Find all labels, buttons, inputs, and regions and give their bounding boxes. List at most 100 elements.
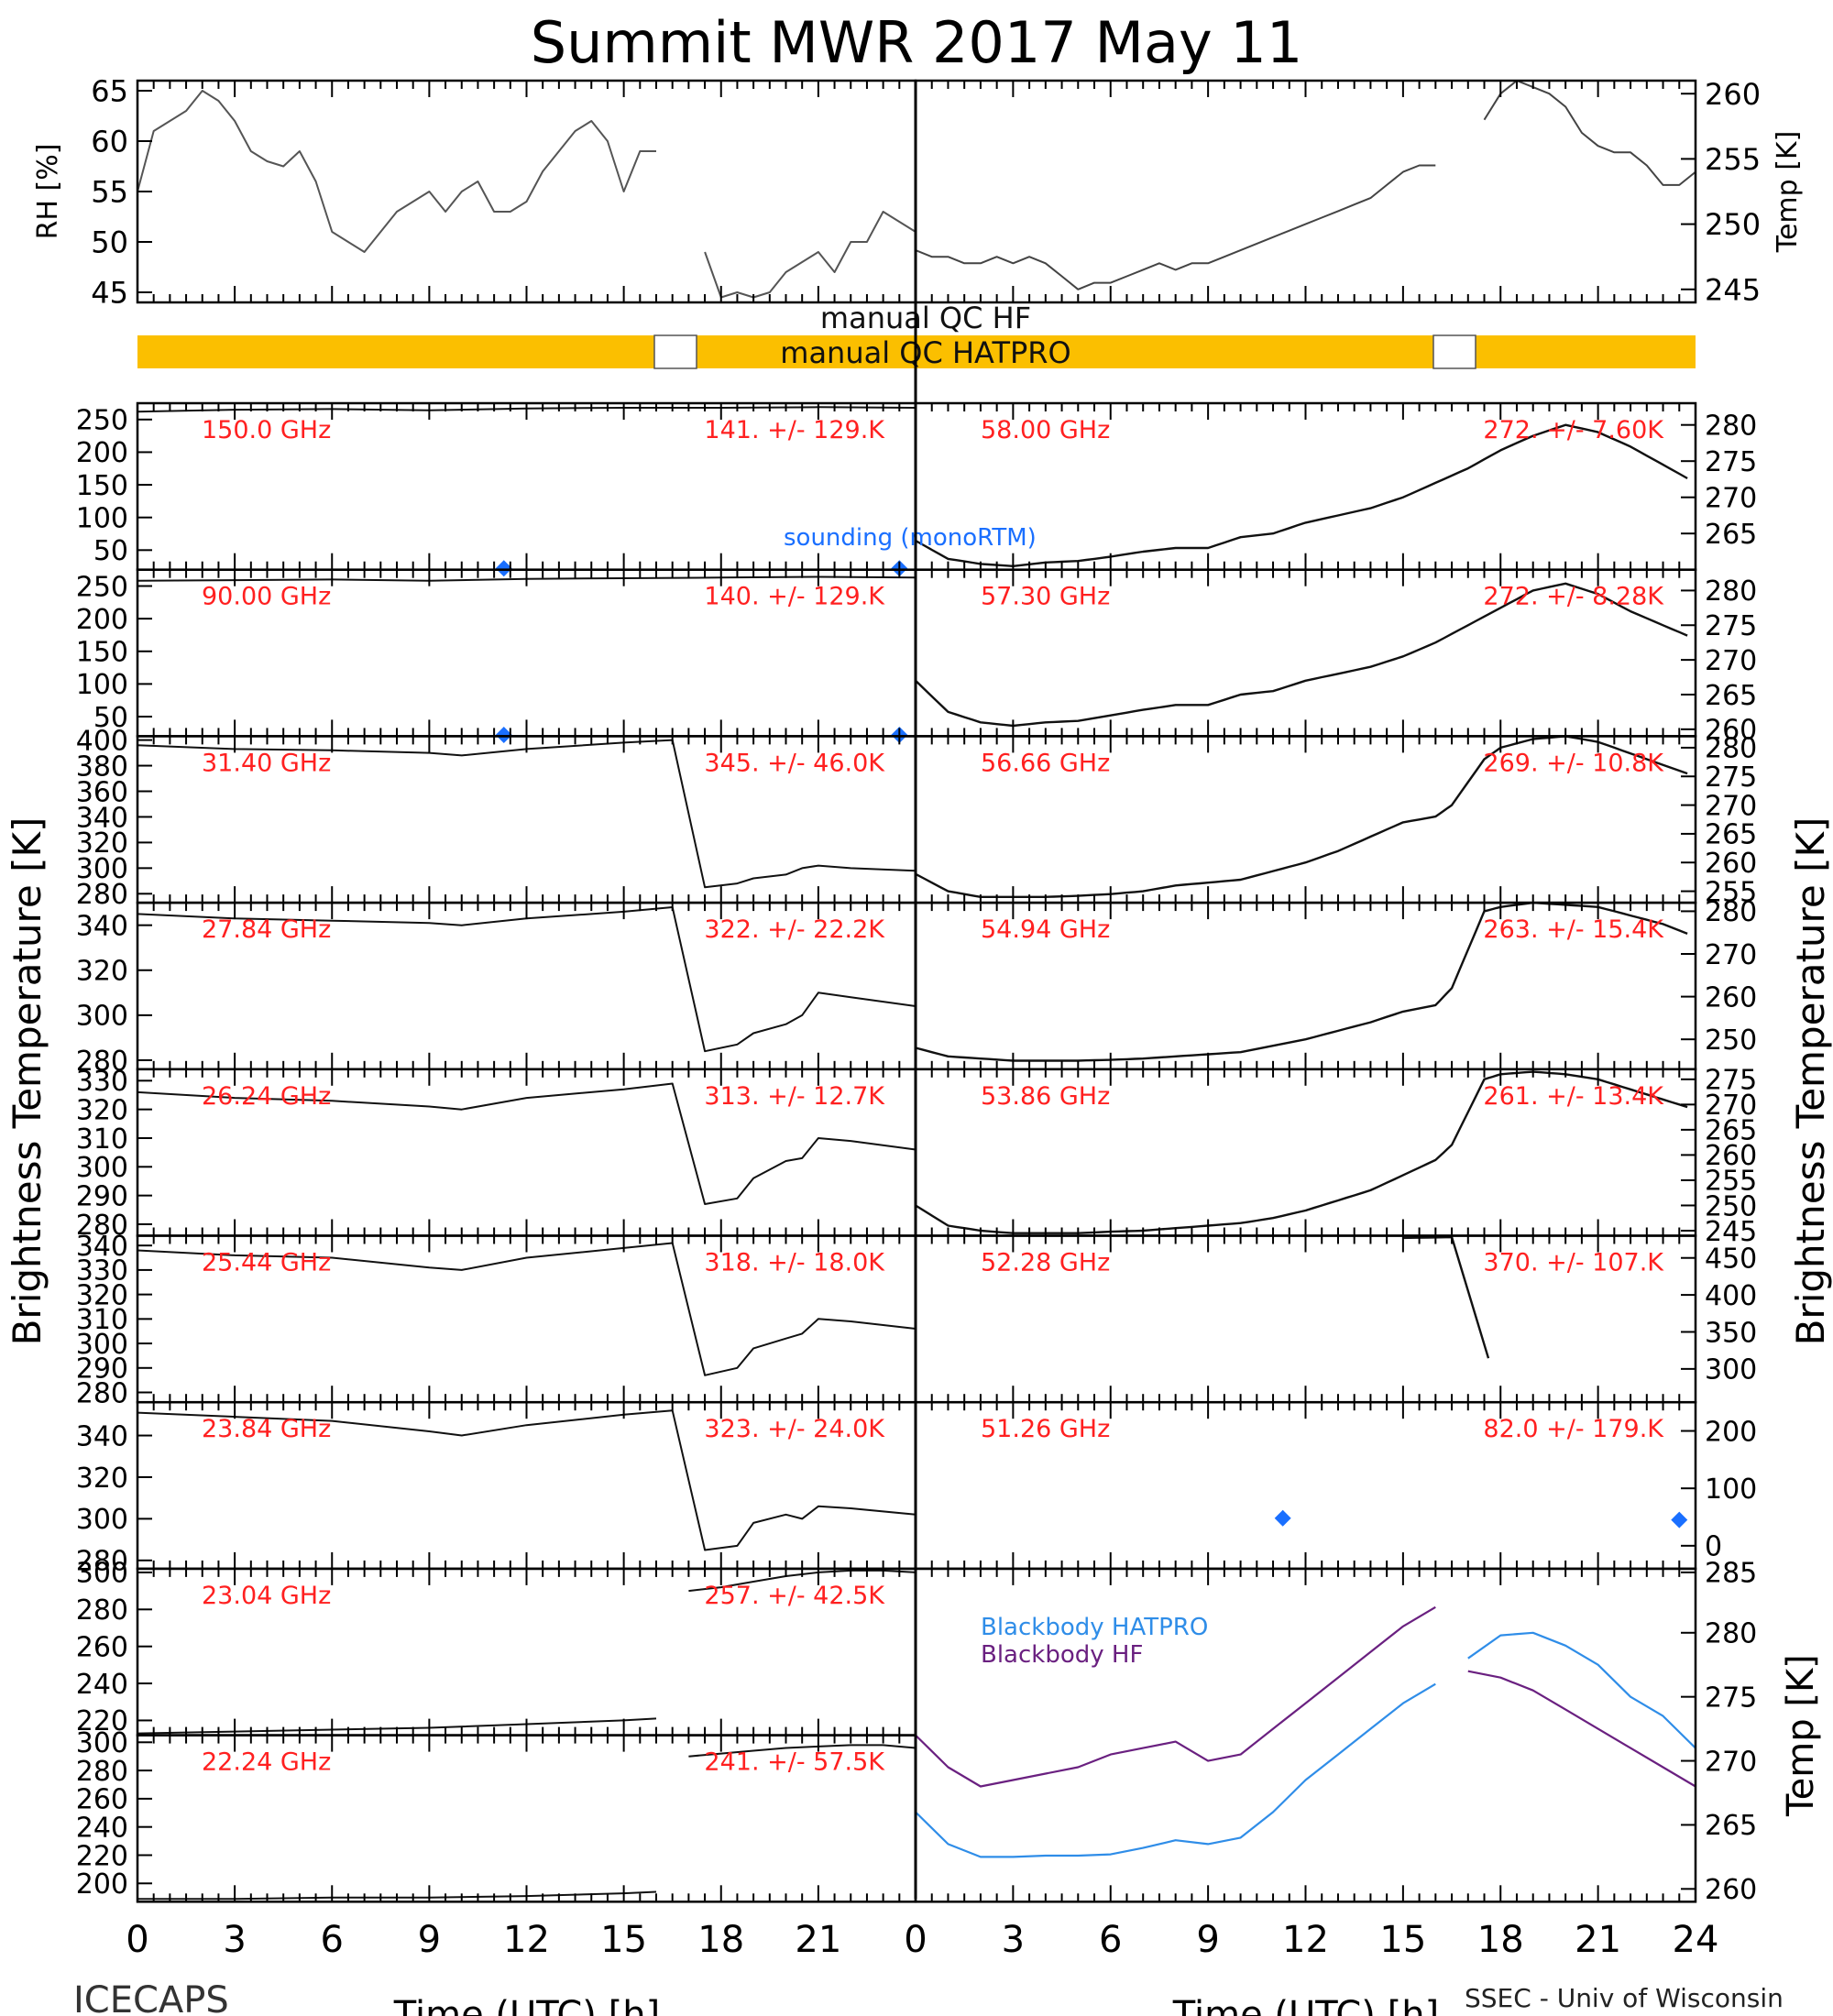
y-tick-label: 280 [1705, 1618, 1757, 1650]
tb-series [137, 739, 916, 889]
y-tick-label: 265 [1705, 819, 1757, 851]
y-tick-label: 265 [1705, 1115, 1757, 1147]
qc-hf-label: manual QC HF [820, 301, 1031, 335]
x-tick-label: 9 [1196, 1919, 1219, 1961]
y-tick-label: 0 [1705, 1531, 1722, 1563]
frequency-label: 27.84 GHz [202, 915, 331, 944]
qc-gap-left [653, 334, 697, 369]
y-tick-label: 250 [76, 571, 128, 603]
y-tick-label: 100 [76, 669, 128, 701]
stat-label: 370. +/- 107.K [1483, 1249, 1664, 1277]
stat-label: 269. +/- 10.8K [1483, 749, 1664, 777]
frequency-label: 25.44 GHz [202, 1249, 331, 1277]
x-tick-label: 18 [697, 1919, 744, 1961]
y-tick-label: 340 [76, 910, 128, 942]
tb-series [688, 1744, 916, 1758]
frequency-label: 26.24 GHz [202, 1082, 331, 1111]
tb-series [915, 423, 1688, 567]
y-tick-label: 340 [76, 1420, 128, 1452]
stat-label: 272. +/- 7.60K [1483, 416, 1664, 444]
y-tick-label: 340 [76, 1231, 128, 1263]
qc-gap-right [1432, 334, 1476, 369]
y-tick-label: 450 [1705, 1244, 1757, 1276]
frequency-label: 54.94 GHz [981, 915, 1110, 944]
y-tick-label: 280 [1705, 575, 1757, 608]
y-tick-label: 265 [1705, 519, 1757, 551]
y-tick-label: 250 [1705, 207, 1761, 242]
temp-series [915, 164, 1436, 290]
y-tick-label: 350 [1705, 1317, 1757, 1349]
frequency-label: 52.28 GHz [981, 1249, 1110, 1277]
legend-sounding: sounding (monoRTM) [784, 524, 1037, 552]
y-tick-label: 260 [76, 1631, 128, 1663]
sounding-marker [495, 726, 512, 743]
sounding-marker [1274, 1509, 1291, 1527]
stat-label: 322. +/- 22.2K [704, 915, 885, 944]
x-tick-label: 0 [904, 1919, 927, 1961]
y-tick-label: 220 [76, 1840, 128, 1872]
tb-series [915, 1070, 1688, 1234]
y-tick-label: 320 [76, 827, 128, 860]
frequency-label: 31.40 GHz [202, 749, 331, 777]
left-axis-title: Brightness Temperature [K] [5, 817, 49, 1346]
frequency-label: 150.0 GHz [202, 416, 331, 444]
y-tick-label: 270 [1705, 1090, 1757, 1122]
x-tick-label: 12 [1282, 1919, 1329, 1961]
y-tick-label: 285 [1705, 1558, 1757, 1590]
stat-label: 323. +/- 24.0K [704, 1415, 885, 1443]
y-tick-label: 300 [76, 1329, 128, 1361]
frequency-label: 90.00 GHz [202, 583, 331, 611]
sounding-marker [495, 560, 512, 577]
blackbody-series [915, 1682, 1436, 1858]
x-tick-label: 15 [1379, 1919, 1426, 1961]
y-tick-label: 300 [76, 1001, 128, 1033]
x-axis-label-left: Time (UTC) [h] [393, 1994, 660, 2016]
y-tick-label: 340 [76, 802, 128, 834]
rh-series [137, 90, 656, 253]
y-tick-label: 220 [76, 1705, 128, 1737]
frequency-label: 22.24 GHz [202, 1748, 331, 1777]
y-tick-label: 300 [76, 1152, 128, 1184]
y-tick-label: 270 [1705, 939, 1757, 971]
y-tick-label: 310 [76, 1123, 128, 1156]
y-tick-label: 275 [1705, 761, 1757, 794]
footer-right: SSEC - Univ of Wisconsin [1465, 1983, 1784, 2013]
x-tick-label: 12 [503, 1919, 550, 1961]
y-tick-label: 200 [1705, 1416, 1757, 1448]
y-tick-label: 320 [76, 1094, 128, 1126]
x-tick-label: 15 [600, 1919, 647, 1961]
stat-label: 263. +/- 15.4K [1483, 915, 1664, 944]
x-tick-label: 6 [1099, 1919, 1122, 1961]
y-tick-label: 50 [91, 225, 128, 260]
x-tick-label: 21 [795, 1919, 841, 1961]
tb-series [915, 582, 1688, 728]
right-axis-title: Brightness Temperature [K] [1788, 817, 1833, 1346]
x-tick-label: 0 [126, 1919, 148, 1961]
y-tick-label: 265 [1705, 1810, 1757, 1842]
y-tick-label: 280 [76, 1546, 128, 1578]
y-tick-label: 260 [76, 1784, 128, 1816]
y-tick-label: 250 [1705, 1190, 1757, 1222]
y-tick-label: 270 [1705, 1746, 1757, 1778]
y-tick-label: 280 [76, 1377, 128, 1409]
y-tick-label: 100 [1705, 1474, 1757, 1506]
y-tick-label: 275 [1705, 1065, 1757, 1097]
y-tick-label: 320 [76, 1279, 128, 1311]
y-tick-label: 275 [1705, 610, 1757, 642]
y-tick-label: 100 [76, 502, 128, 534]
y-tick-label: 260 [1705, 981, 1757, 1013]
blackbody-series [1467, 1631, 1696, 1749]
y-tick-label: 280 [1705, 733, 1757, 765]
y-tick-label: 150 [76, 637, 128, 669]
y-tick-label: 255 [1705, 1166, 1757, 1198]
y-tick-label: 290 [76, 1180, 128, 1212]
y-tick-label: 270 [1705, 790, 1757, 822]
tb-series [1402, 1235, 1490, 1359]
y-tick-label: 380 [76, 751, 128, 783]
frequency-label: 56.66 GHz [981, 749, 1110, 777]
frequency-label: 53.86 GHz [981, 1082, 1110, 1111]
stat-label: 141. +/- 129.K [704, 416, 885, 444]
rh-axis-label: RH [%] [32, 144, 64, 240]
